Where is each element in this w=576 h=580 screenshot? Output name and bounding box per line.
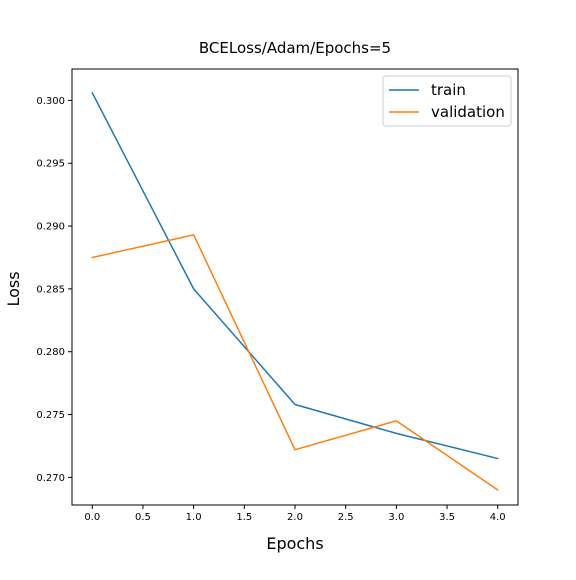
x-tick-label: 1.5: [236, 512, 252, 523]
y-tick-label: 0.285: [36, 284, 65, 295]
legend: train validation: [382, 75, 512, 127]
y-tick-label: 0.280: [36, 347, 65, 358]
y-axis-label: Loss: [4, 271, 23, 306]
plot-area: 0.0 0.5 1.0 1.5 2.0 2.5 3.0 3.5 4.0 0.270 0.275 0.2…: [36, 68, 519, 523]
x-tick-label: 0.0: [84, 512, 100, 523]
x-tick-label: 0.5: [135, 512, 151, 523]
y-tick-label: 0.290: [36, 222, 65, 233]
chart-title: BCELoss/Adam/Epochs=5: [199, 39, 391, 57]
y-tick-label: 0.295: [36, 159, 65, 170]
y-tick-label: 0.275: [36, 410, 65, 421]
y-tick-label: 0.270: [36, 473, 65, 484]
x-tick-label: 3.0: [388, 512, 404, 523]
x-tick-label: 3.5: [439, 512, 455, 523]
x-axis-label: Epochs: [266, 534, 323, 553]
legend-box: [382, 75, 512, 127]
x-tick-label: 2.5: [338, 512, 354, 523]
y-tick-label: 0.300: [36, 96, 65, 107]
legend-label-train: train: [431, 81, 466, 99]
plot-frame: [71, 68, 519, 506]
x-tick-label: 1.0: [186, 512, 202, 523]
series-line-validation: [91, 234, 499, 491]
x-tick-label: 2.0: [287, 512, 303, 523]
legend-label-validation: validation: [431, 103, 505, 121]
x-tick-label: 4.0: [490, 512, 506, 523]
series-line-train: [91, 91, 499, 460]
